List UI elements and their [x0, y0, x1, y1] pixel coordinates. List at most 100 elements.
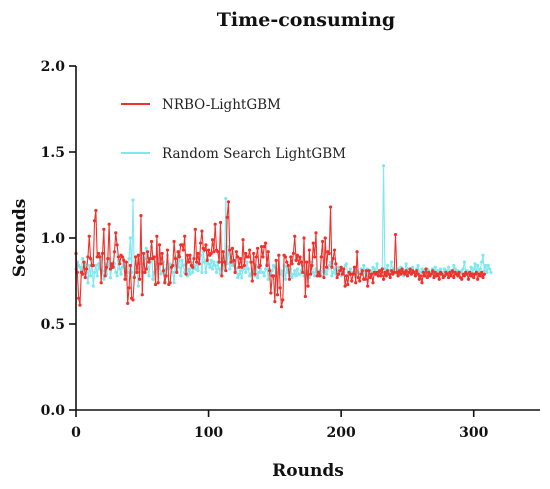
- data-point-random-search: [295, 267, 299, 271]
- data-point-nrbo: [360, 269, 364, 273]
- data-point-nrbo: [205, 258, 209, 262]
- data-point-nrbo: [334, 262, 338, 266]
- data-point-nrbo: [115, 243, 119, 247]
- data-point-nrbo: [273, 300, 277, 304]
- data-point-random-search: [127, 257, 131, 261]
- y-tick-label: 0.5: [41, 317, 65, 333]
- data-point-nrbo: [81, 272, 85, 276]
- data-point-random-search: [88, 274, 93, 278]
- data-point-nrbo: [98, 255, 102, 259]
- data-point-nrbo: [332, 248, 337, 252]
- data-point-nrbo: [253, 272, 257, 276]
- data-point-nrbo: [267, 269, 272, 273]
- data-point-random-search: [193, 267, 197, 271]
- data-point-random-search: [191, 270, 195, 274]
- data-point-nrbo: [324, 265, 329, 269]
- data-point-nrbo: [222, 260, 227, 264]
- data-point-nrbo: [470, 272, 474, 276]
- data-point-nrbo: [157, 243, 162, 247]
- data-point-nrbo: [359, 272, 363, 276]
- x-axis-label: Rounds: [272, 461, 344, 481]
- data-point-nrbo: [126, 301, 130, 305]
- data-point-nrbo: [420, 281, 424, 285]
- data-point-nrbo: [396, 274, 400, 278]
- data-point-nrbo: [342, 267, 346, 271]
- data-point-nrbo: [355, 250, 359, 254]
- data-point-random-search: [270, 269, 274, 273]
- data-point-nrbo: [229, 260, 233, 264]
- data-point-nrbo: [358, 279, 362, 283]
- data-point-nrbo: [99, 281, 103, 285]
- data-point-nrbo: [417, 277, 421, 281]
- data-point-nrbo: [192, 257, 196, 261]
- x-tick-label: 300: [459, 425, 488, 441]
- data-point-nrbo: [339, 265, 343, 269]
- data-point-random-search: [453, 267, 457, 271]
- data-point-nrbo: [283, 255, 288, 259]
- data-point-nrbo: [155, 234, 159, 238]
- x-tick-label: 200: [327, 425, 356, 441]
- data-point-random-search: [411, 265, 415, 269]
- data-point-nrbo: [200, 229, 204, 233]
- data-point-nrbo: [269, 291, 273, 295]
- data-point-nrbo: [474, 270, 478, 274]
- x-axis-ticks: 0 100 200 300: [71, 410, 489, 441]
- x-tick-label: 0: [71, 425, 81, 441]
- data-point-nrbo: [293, 234, 297, 238]
- data-point-nrbo: [317, 270, 321, 274]
- data-point-random-search: [224, 196, 228, 201]
- data-point-nrbo: [286, 263, 290, 268]
- data-point-random-search: [381, 164, 386, 168]
- data-point-random-search: [179, 274, 183, 278]
- data-point-nrbo: [340, 272, 345, 276]
- data-point-random-search: [240, 275, 244, 280]
- data-point-nrbo: [331, 257, 335, 261]
- data-point-nrbo: [77, 296, 81, 300]
- data-point-nrbo: [88, 257, 93, 261]
- data-point-random-search: [438, 267, 443, 271]
- data-point-random-search: [389, 260, 394, 264]
- data-point-nrbo: [271, 274, 276, 278]
- data-point-nrbo: [445, 272, 449, 276]
- data-point-nrbo: [185, 253, 189, 257]
- data-point-nrbo: [287, 277, 292, 281]
- data-point-nrbo: [143, 270, 147, 274]
- data-point-random-search: [385, 263, 390, 268]
- data-point-random-search: [266, 277, 270, 281]
- x-tick-label: 100: [194, 425, 223, 441]
- data-point-random-search: [136, 284, 140, 288]
- data-point-nrbo: [327, 251, 331, 256]
- data-point-nrbo: [181, 248, 185, 252]
- data-point-random-search: [210, 267, 215, 271]
- data-point-nrbo: [377, 269, 382, 273]
- data-point-nrbo: [350, 279, 354, 283]
- data-point-nrbo: [148, 257, 152, 261]
- data-point-nrbo: [164, 274, 168, 278]
- legend-label-nrbo: NRBO-LightGBM: [162, 97, 281, 113]
- data-point-nrbo: [290, 262, 294, 266]
- data-point-nrbo: [305, 260, 309, 264]
- data-point-nrbo: [237, 265, 241, 269]
- data-point-nrbo: [116, 255, 121, 259]
- data-point-nrbo: [152, 255, 156, 259]
- y-tick-label: 1.5: [41, 145, 65, 161]
- data-point-nrbo: [149, 239, 154, 244]
- legend-label-random-search: Random Search LightGBM: [162, 146, 346, 162]
- data-point-random-search: [202, 260, 207, 264]
- data-point-nrbo: [291, 251, 296, 256]
- data-point-random-search: [478, 267, 482, 271]
- data-point-nrbo: [285, 260, 289, 264]
- data-point-nrbo: [144, 267, 148, 271]
- data-point-nrbo: [397, 269, 402, 273]
- data-point-nrbo: [108, 267, 113, 271]
- data-point-nrbo: [466, 277, 471, 281]
- data-point-nrbo: [209, 251, 213, 256]
- data-point-nrbo: [138, 277, 142, 281]
- data-point-nrbo: [452, 275, 456, 280]
- data-point-nrbo: [375, 270, 379, 274]
- data-point-random-search: [131, 198, 135, 202]
- data-point-nrbo: [176, 250, 180, 254]
- data-point-nrbo: [380, 267, 384, 271]
- data-point-random-search: [327, 263, 331, 268]
